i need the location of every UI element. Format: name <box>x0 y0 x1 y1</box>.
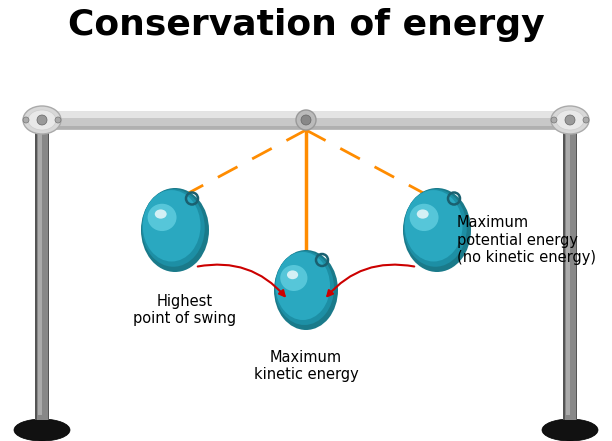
Ellipse shape <box>287 270 298 279</box>
Circle shape <box>296 110 316 130</box>
Ellipse shape <box>141 188 209 272</box>
Bar <box>35 129 49 420</box>
Ellipse shape <box>14 419 70 441</box>
Circle shape <box>23 117 29 123</box>
Text: Maximum
potential energy
(no kinetic energy): Maximum potential energy (no kinetic ene… <box>457 215 596 265</box>
Ellipse shape <box>542 419 598 441</box>
Circle shape <box>37 115 47 125</box>
Circle shape <box>55 117 61 123</box>
Ellipse shape <box>28 110 56 130</box>
Bar <box>35 111 577 118</box>
Text: Conservation of energy: Conservation of energy <box>68 8 544 42</box>
Ellipse shape <box>142 189 205 267</box>
Ellipse shape <box>275 252 330 320</box>
Bar <box>563 129 577 420</box>
Ellipse shape <box>551 106 589 134</box>
Ellipse shape <box>23 106 61 134</box>
Ellipse shape <box>409 204 439 231</box>
Circle shape <box>551 117 557 123</box>
Bar <box>38 134 42 415</box>
Ellipse shape <box>556 110 584 130</box>
Ellipse shape <box>403 188 471 272</box>
Bar <box>35 126 577 129</box>
Ellipse shape <box>417 209 428 219</box>
Ellipse shape <box>274 250 338 330</box>
Bar <box>37 129 48 420</box>
Circle shape <box>583 117 589 123</box>
Ellipse shape <box>143 190 201 262</box>
Ellipse shape <box>155 209 166 219</box>
Circle shape <box>301 115 311 125</box>
Bar <box>564 129 575 420</box>
Bar <box>566 134 570 415</box>
Ellipse shape <box>404 189 467 267</box>
Ellipse shape <box>405 190 463 262</box>
Ellipse shape <box>275 251 334 325</box>
Text: Maximum
kinetic energy: Maximum kinetic energy <box>253 350 359 382</box>
Bar <box>35 111 577 129</box>
Ellipse shape <box>147 204 176 231</box>
Circle shape <box>565 115 575 125</box>
Text: Highest
point of swing: Highest point of swing <box>133 294 237 326</box>
Ellipse shape <box>280 265 307 291</box>
